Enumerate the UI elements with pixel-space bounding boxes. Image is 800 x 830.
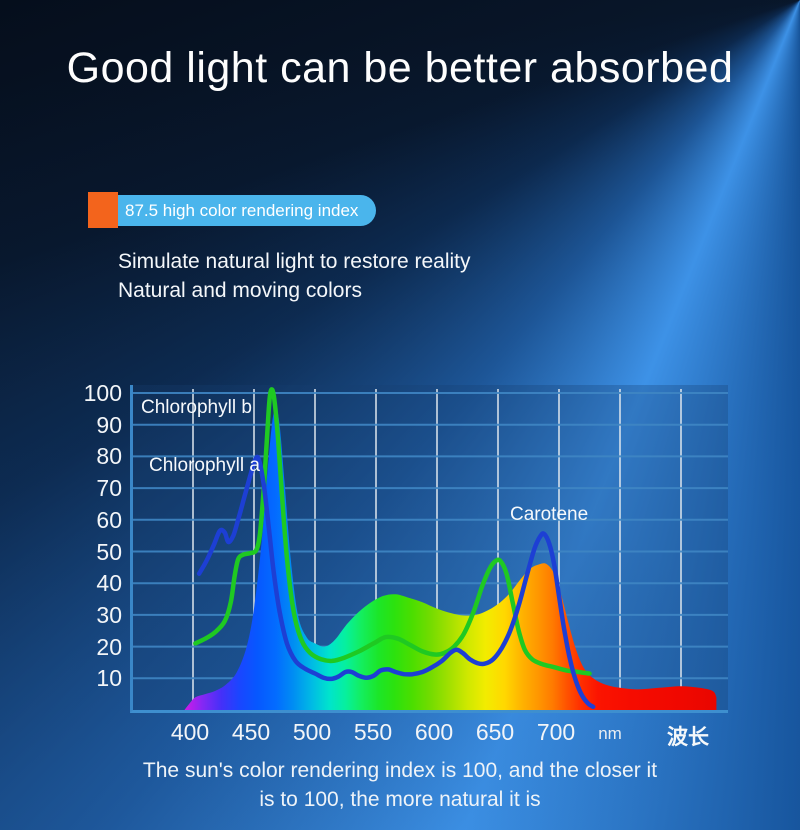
x-tick-label: 400 (170, 719, 210, 745)
x-axis-unit-label: nm (598, 724, 622, 743)
y-axis-tick-labels: 10 20 30 40 50 60 70 80 90 100 (0, 380, 122, 710)
spectrum-chart-svg (133, 387, 728, 710)
x-axis-wavelength-cn-label: 波长 (667, 726, 709, 749)
orange-accent-square (88, 192, 118, 228)
curve-label-chlorophyll-a: Chlorophyll a (149, 455, 260, 476)
subtitle-line-2: Natural and moving colors (118, 279, 362, 302)
bottom-caption: The sun's color rendering index is 100, … (0, 756, 800, 814)
y-tick-label: 30 (96, 601, 122, 628)
y-tick-label: 90 (96, 411, 122, 438)
y-tick-label: 20 (96, 633, 122, 660)
caption-line-2: is to 100, the more natural it is (259, 788, 541, 811)
page-title: Good light can be better absorbed (66, 44, 734, 92)
subtitle: Simulate natural light to restore realit… (118, 247, 471, 305)
x-tick-label: 550 (353, 719, 393, 745)
curve-annotations: Chlorophyll b Chlorophyll a Carotene (130, 385, 725, 710)
spectrum-chart-plot-area (130, 385, 728, 713)
caption-line-1: The sun's color rendering index is 100, … (142, 759, 658, 782)
y-tick-label: 100 (83, 380, 122, 406)
x-tick-label: 450 (231, 719, 271, 745)
x-tick-label: 600 (414, 719, 454, 745)
x-tick-label: 700 (536, 719, 576, 745)
curve-label-chlorophyll-b: Chlorophyll b (141, 397, 252, 418)
cri-badge-label: 87.5 high color rendering index (118, 194, 377, 226)
x-tick-label: 500 (292, 719, 332, 745)
y-tick-label: 40 (96, 570, 122, 597)
y-tick-label: 50 (96, 538, 122, 565)
x-axis-tick-labels: 400 450 500 550 600 650 700 nm 波长 (130, 719, 770, 751)
cri-badge: 87.5 high color rendering index (88, 192, 377, 228)
x-tick-label: 650 (475, 719, 515, 745)
y-tick-label: 10 (96, 665, 122, 692)
subtitle-line-1: Simulate natural light to restore realit… (118, 250, 471, 273)
y-tick-label: 60 (96, 506, 122, 533)
chlorophyll-b-curve (193, 387, 592, 676)
curve-label-carotene: Carotene (510, 504, 589, 525)
y-tick-label: 70 (96, 475, 122, 502)
y-tick-label: 80 (96, 443, 122, 470)
chlorophyll-a-curve (196, 454, 596, 710)
